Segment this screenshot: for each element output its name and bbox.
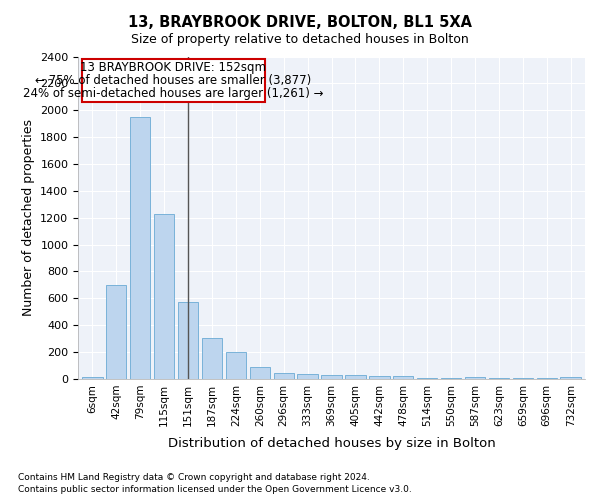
Bar — [465, 378, 485, 379]
Text: Size of property relative to detached houses in Bolton: Size of property relative to detached ho… — [131, 32, 469, 46]
Bar — [106, 285, 127, 379]
Bar — [226, 352, 246, 379]
Bar — [82, 377, 103, 379]
Y-axis label: Number of detached properties: Number of detached properties — [22, 119, 35, 316]
Bar — [560, 377, 581, 379]
Text: Contains public sector information licensed under the Open Government Licence v3: Contains public sector information licen… — [18, 485, 412, 494]
Bar — [298, 374, 318, 379]
Bar — [130, 117, 151, 379]
Bar — [250, 368, 270, 379]
Bar — [178, 302, 198, 379]
Text: 24% of semi-detached houses are larger (1,261) →: 24% of semi-detached houses are larger (… — [23, 88, 323, 101]
X-axis label: Distribution of detached houses by size in Bolton: Distribution of detached houses by size … — [167, 437, 496, 450]
Text: 13 BRAYBROOK DRIVE: 152sqm: 13 BRAYBROOK DRIVE: 152sqm — [80, 62, 266, 74]
Bar — [345, 374, 365, 379]
Bar — [369, 376, 389, 379]
Bar — [441, 378, 461, 379]
Text: Contains HM Land Registry data © Crown copyright and database right 2024.: Contains HM Land Registry data © Crown c… — [18, 474, 370, 482]
Text: ← 75% of detached houses are smaller (3,877): ← 75% of detached houses are smaller (3,… — [35, 74, 311, 88]
FancyBboxPatch shape — [82, 58, 265, 102]
Text: 13, BRAYBROOK DRIVE, BOLTON, BL1 5XA: 13, BRAYBROOK DRIVE, BOLTON, BL1 5XA — [128, 15, 472, 30]
Bar — [274, 372, 294, 379]
Bar — [154, 214, 175, 379]
Bar — [202, 338, 222, 379]
Bar — [393, 376, 413, 379]
Bar — [322, 374, 341, 379]
